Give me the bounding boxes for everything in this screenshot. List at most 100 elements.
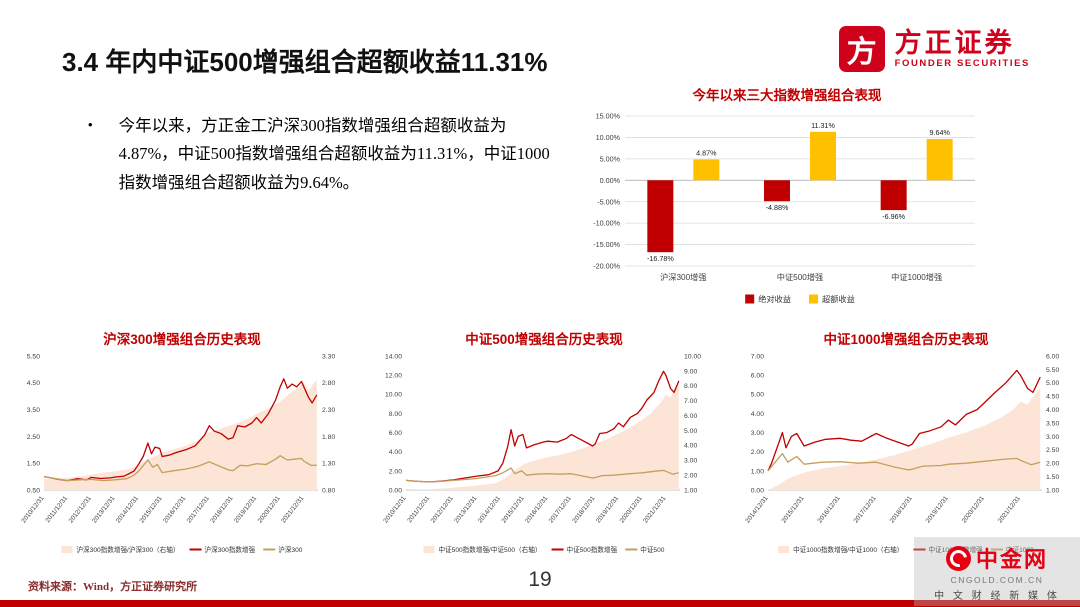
logo-name-cn: 方正证券 (894, 28, 1015, 59)
svg-text:2016/12/31: 2016/12/31 (524, 495, 549, 525)
bullet-item: • 今年以来，方正金工沪深300指数增强组合超额收益为4.87%，中证500指数… (88, 112, 558, 197)
svg-text:-5.00%: -5.00% (597, 197, 620, 206)
svg-text:4.50: 4.50 (1046, 394, 1059, 401)
svg-text:中证1000增强: 中证1000增强 (891, 272, 942, 282)
svg-text:0.00: 0.00 (751, 487, 764, 494)
svg-text:2019/12/31: 2019/12/31 (595, 495, 620, 525)
svg-text:5.00: 5.00 (751, 392, 764, 399)
svg-text:2.00: 2.00 (684, 473, 697, 480)
svg-text:-4.88%: -4.88% (766, 203, 789, 212)
line-chart-hs300: 5.50 4.50 3.50 2.50 1.50 0.50 3.30 2.80 2.30 1.80… (20, 353, 335, 554)
svg-text:2015/12/31: 2015/12/31 (500, 495, 525, 525)
bar-chart-block: 今年以来三大指数增强组合表现 15.00% 10.00% 5.00% 0.00% -5.… (583, 86, 991, 316)
svg-text:5.50: 5.50 (27, 353, 40, 360)
svg-text:2019/12/31: 2019/12/31 (925, 495, 950, 525)
svg-text:1.80: 1.80 (322, 434, 335, 441)
line-chart-title-hs300: 沪深300增强组合历史表现 (103, 332, 261, 347)
svg-text:10.00: 10.00 (684, 353, 701, 360)
svg-text:-20.00%: -20.00% (593, 262, 620, 271)
svg-text:2.50: 2.50 (27, 434, 40, 441)
svg-text:2013/12/31: 2013/12/31 (91, 495, 116, 525)
source-note: 资料来源：Wind，方正证券研究所 (28, 581, 198, 593)
svg-text:8.00: 8.00 (684, 383, 697, 390)
svg-text:0.00: 0.00 (389, 487, 402, 494)
svg-text:5.00: 5.00 (1046, 380, 1059, 387)
svg-text:2.80: 2.80 (322, 380, 335, 387)
svg-text:中证500增强: 中证500增强 (777, 272, 823, 282)
line-chart-title-zz1000: 中证1000增强组合历史表现 (823, 332, 989, 347)
svg-text:1.00: 1.00 (751, 468, 764, 475)
svg-text:-16.78%: -16.78% (647, 254, 674, 263)
svg-text:3.50: 3.50 (1046, 420, 1059, 427)
svg-text:1.50: 1.50 (27, 461, 40, 468)
svg-text:2017/12/31: 2017/12/31 (853, 495, 878, 525)
svg-text:沪深300增强: 沪深300增强 (660, 272, 706, 282)
bullet-text: 今年以来，方正金工沪深300指数增强组合超额收益为4.87%，中证500指数增强… (118, 116, 550, 192)
logo-name-en: FOUNDER SECURITIES (894, 58, 1030, 70)
svg-text:2.00: 2.00 (389, 468, 402, 475)
page-number: 19 (528, 568, 552, 591)
svg-text:4.87%: 4.87% (696, 148, 717, 157)
svg-text:2010/12/31: 2010/12/31 (20, 495, 45, 525)
svg-text:0.80: 0.80 (322, 487, 335, 494)
logo-text: 方正证券 FOUNDER SECURITIES (895, 28, 1030, 70)
watermark-name: 中金网 (975, 547, 1048, 572)
svg-text:2021/12/31: 2021/12/31 (280, 495, 305, 525)
svg-text:2014/12/31: 2014/12/31 (477, 495, 502, 525)
svg-text:2020/12/31: 2020/12/31 (619, 495, 644, 525)
svg-text:2015/12/31: 2015/12/31 (780, 495, 805, 525)
svg-text:3.00: 3.00 (751, 430, 764, 437)
svg-text:1.00: 1.00 (1046, 487, 1059, 494)
svg-text:4.00: 4.00 (1046, 407, 1059, 414)
watermark-tagline: 中 文 财 经 新 媒 体 (934, 591, 1060, 602)
svg-text:1.30: 1.30 (322, 461, 335, 468)
svg-text:6.00: 6.00 (389, 430, 402, 437)
svg-text:4.00: 4.00 (751, 411, 764, 418)
watermark-domain: CNGOLD.COM.CN (950, 575, 1044, 585)
svg-text:2010/12/31: 2010/12/31 (382, 495, 407, 525)
svg-text:0.00%: 0.00% (600, 176, 621, 185)
page-title: 3.4 年内中证500增强组合超额收益11.31% (62, 47, 548, 77)
svg-text:2020/12/31: 2020/12/31 (961, 495, 986, 525)
svg-text:2021/12/31: 2021/12/31 (642, 495, 667, 525)
svg-text:2019/12/31: 2019/12/31 (233, 495, 258, 525)
svg-text:15.00%: 15.00% (596, 112, 621, 121)
svg-text:2015/12/31: 2015/12/31 (138, 495, 163, 525)
svg-text:2021/12/31: 2021/12/31 (997, 495, 1022, 525)
svg-text:14.00: 14.00 (385, 353, 402, 360)
svg-text:1.50: 1.50 (1046, 474, 1059, 481)
svg-text:3.00: 3.00 (1046, 434, 1059, 441)
svg-text:12.00: 12.00 (385, 373, 402, 380)
svg-text:5.00: 5.00 (684, 428, 697, 435)
svg-text:2.00: 2.00 (1046, 461, 1059, 468)
svg-text:5.50: 5.50 (1046, 367, 1059, 374)
svg-text:3.50: 3.50 (27, 407, 40, 414)
svg-text:-15.00%: -15.00% (593, 240, 620, 249)
founder-logo-icon: 方 (838, 26, 885, 72)
svg-text:2018/12/31: 2018/12/31 (209, 495, 234, 525)
svg-text:中证500指数增强/中证500（右轴）: 中证500指数增强/中证500（右轴） (438, 545, 541, 554)
cngold-swirl-icon (946, 546, 971, 570)
line-chart-block-hs300: 沪深300增强组合历史表现 5.50 4.50 3.50 2.50 1.50 0.50 3.… (6, 330, 358, 567)
svg-text:11.31%: 11.31% (811, 121, 835, 130)
svg-text:2012/12/31: 2012/12/31 (430, 495, 455, 525)
svg-text:2013/12/31: 2013/12/31 (453, 495, 478, 525)
cngold-logo-icon (945, 545, 971, 571)
line-chart-title-zz500: 中证500增强组合历史表现 (465, 332, 623, 347)
svg-text:4.00: 4.00 (684, 443, 697, 450)
svg-text:1.00: 1.00 (684, 487, 697, 494)
svg-text:2011/12/31: 2011/12/31 (406, 495, 431, 524)
svg-text:中证1000: 中证1000 (1006, 545, 1034, 554)
svg-text:0.50: 0.50 (27, 487, 40, 494)
svg-text:2016/12/31: 2016/12/31 (816, 495, 841, 525)
svg-text:沪深300指数增强: 沪深300指数增强 (205, 545, 256, 554)
svg-text:6.00: 6.00 (684, 413, 697, 420)
svg-text:中证1000指数增强/中证1000（右轴）: 中证1000指数增强/中证1000（右轴） (793, 545, 903, 554)
svg-text:2011/12/31: 2011/12/31 (44, 495, 69, 524)
svg-text:5.00%: 5.00% (600, 154, 621, 163)
line-chart-block-zz500: 中证500增强组合历史表现 14.00 12.00 10.00 8.00 6.00 4.0… (368, 330, 720, 567)
svg-text:-10.00%: -10.00% (593, 219, 620, 228)
bar-chart-title: 今年以来三大指数增强组合表现 (692, 88, 882, 103)
svg-text:2.50: 2.50 (1046, 447, 1059, 454)
